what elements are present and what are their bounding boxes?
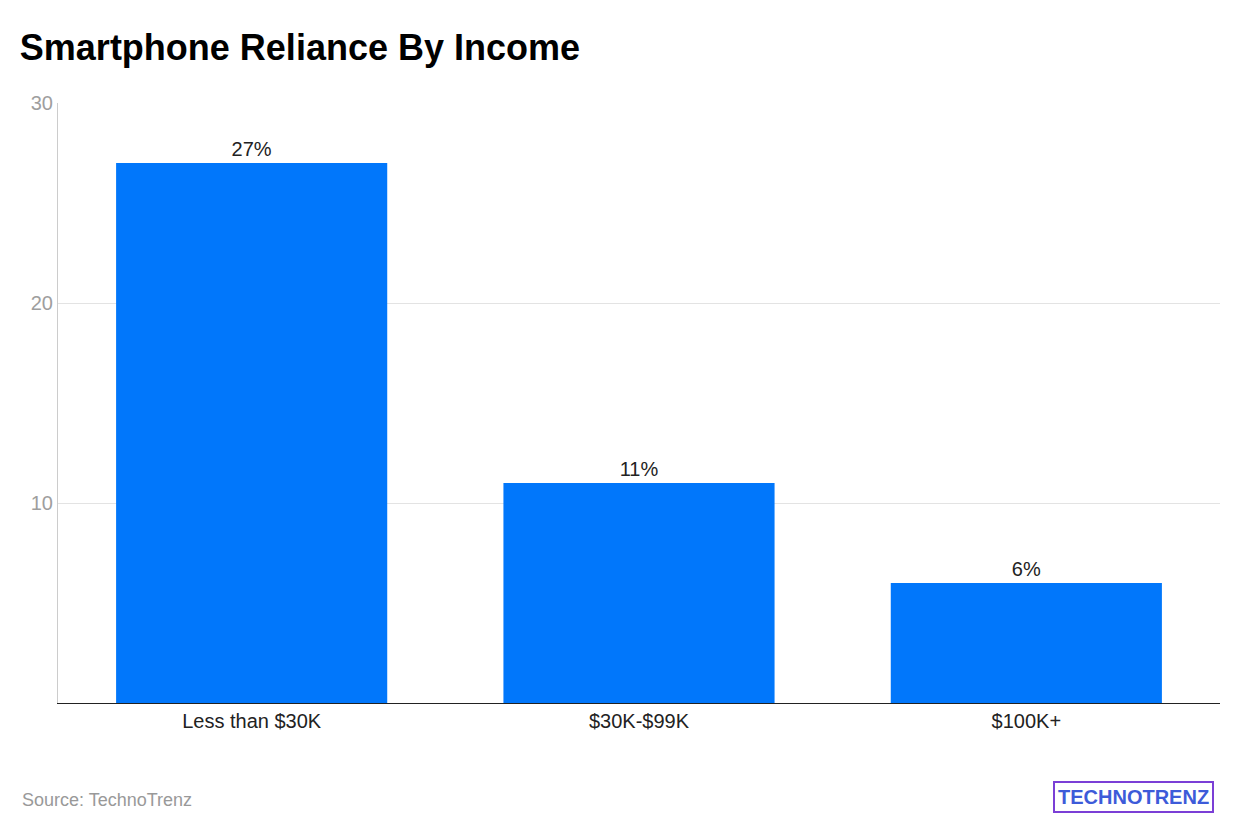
svg-text:$100K+: $100K+: [992, 710, 1062, 732]
svg-text:20: 20: [31, 292, 53, 314]
svg-text:$30K-$99K: $30K-$99K: [589, 710, 690, 732]
svg-text:10: 10: [31, 492, 53, 514]
svg-text:Less than $30K: Less than $30K: [182, 710, 322, 732]
svg-text:TECHNOTRENZ: TECHNOTRENZ: [1058, 786, 1209, 808]
svg-text:30: 30: [31, 92, 53, 114]
svg-text:6%: 6%: [1012, 558, 1041, 580]
svg-text:Source: TechnoTrenz: Source: TechnoTrenz: [22, 790, 192, 810]
svg-text:Smartphone Reliance By Income: Smartphone Reliance By Income: [20, 27, 580, 68]
svg-text:27%: 27%: [232, 138, 272, 160]
svg-text:11%: 11%: [620, 458, 659, 480]
